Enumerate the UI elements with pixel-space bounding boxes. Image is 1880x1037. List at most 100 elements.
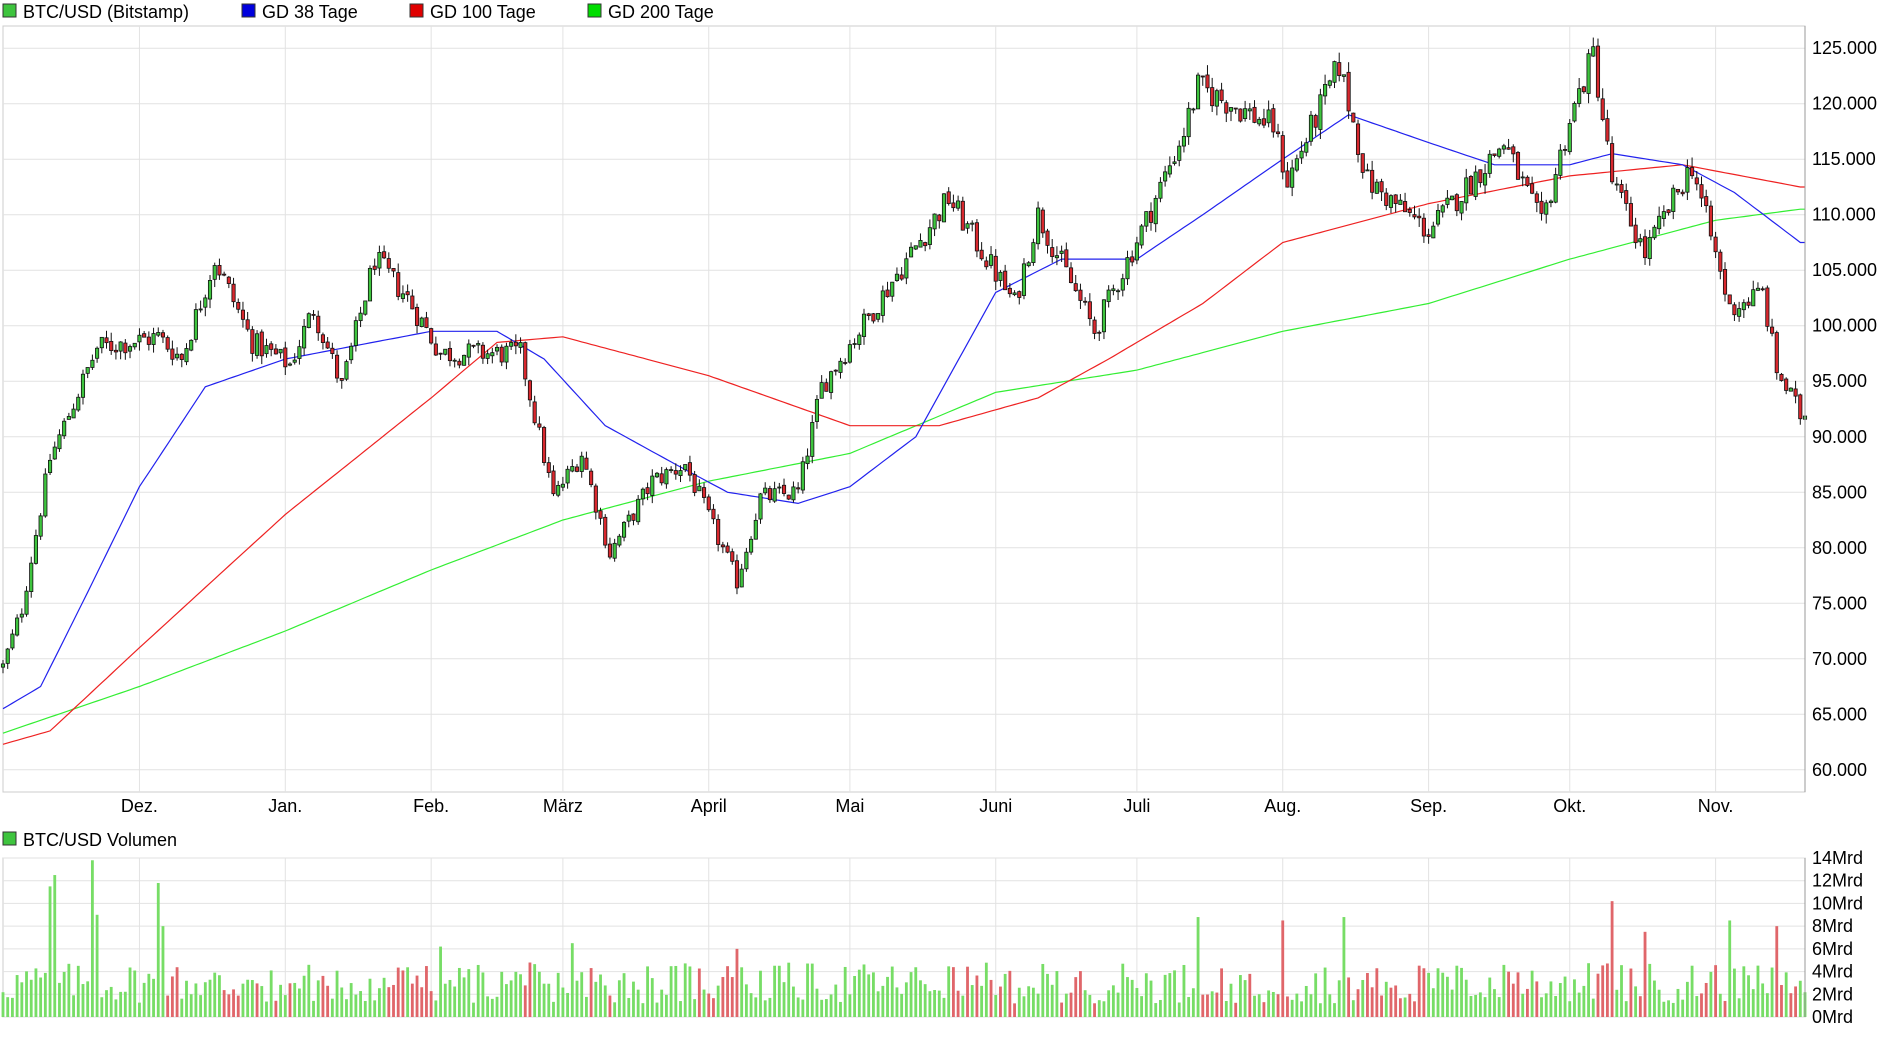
candle-body-up <box>998 271 1003 281</box>
volume-bar <box>1488 977 1492 1017</box>
y-tick-label: 90.000 <box>1812 427 1867 447</box>
candle <box>927 219 932 250</box>
candle <box>113 344 118 360</box>
candle-body-up <box>1464 177 1469 204</box>
candle <box>636 495 641 525</box>
candle-body-down <box>1045 230 1050 246</box>
volume-bar <box>1648 963 1652 1017</box>
volume-bar <box>1253 995 1256 1017</box>
candle-body-down <box>1680 191 1685 195</box>
candle-body-up <box>1243 108 1248 120</box>
candle-body-up <box>198 308 203 311</box>
candle-body-up <box>377 251 382 269</box>
volume-bar <box>1629 968 1633 1017</box>
volume-bar <box>1140 996 1144 1017</box>
candle <box>885 281 890 298</box>
candle <box>1017 290 1022 305</box>
candle-body-down <box>1412 214 1417 218</box>
candle-body-up <box>1120 278 1125 291</box>
candle <box>1186 102 1191 145</box>
volume-bar <box>1596 973 1600 1017</box>
candle-body-up <box>1459 201 1464 214</box>
candle <box>551 465 556 497</box>
candle-body-down <box>1355 123 1361 155</box>
candle <box>90 354 95 370</box>
candle-body-up <box>504 345 509 363</box>
volume-bar <box>1022 996 1026 1017</box>
volume-grid <box>2 857 1806 1018</box>
candle-body-down <box>391 268 396 272</box>
volume-bar <box>1093 1003 1096 1017</box>
candle-body-down <box>1384 192 1389 206</box>
volume-bar <box>1351 1000 1355 1017</box>
volume-bar <box>829 994 833 1017</box>
candle <box>480 342 485 364</box>
candle-body-up <box>1497 148 1502 157</box>
candle-body-down <box>593 485 598 513</box>
candle-body-up <box>189 339 194 351</box>
candle-body-up <box>654 472 660 478</box>
volume-bar <box>613 1002 617 1017</box>
candle <box>292 353 297 365</box>
volume-bar <box>1069 992 1073 1017</box>
candle-body-down <box>1064 249 1069 268</box>
y-tick-label: 100.000 <box>1812 316 1877 336</box>
volume-bar <box>232 989 235 1017</box>
candle-body-down <box>1515 152 1521 180</box>
volume-bar <box>495 996 499 1017</box>
candle-body-down <box>1563 149 1568 151</box>
volume-bar <box>1064 993 1068 1017</box>
candle <box>1454 193 1459 217</box>
candle-body-down <box>1083 300 1088 303</box>
candle <box>438 352 443 360</box>
candle-body-down <box>1633 224 1638 244</box>
candle-body-up <box>909 246 914 258</box>
candle-body-up <box>810 422 815 457</box>
volume-bar <box>792 986 795 1017</box>
candle <box>1704 189 1709 213</box>
volume-bar <box>533 964 537 1017</box>
candle <box>165 335 170 353</box>
candle <box>574 463 580 473</box>
candle <box>894 267 899 282</box>
candle <box>1228 107 1234 122</box>
candle-body-down <box>1313 115 1318 128</box>
candle-body-down <box>1478 169 1483 184</box>
volume-bar <box>316 980 320 1017</box>
candle-body-down <box>1642 236 1648 259</box>
candle-body-up <box>1445 197 1450 205</box>
volume-bar <box>1794 986 1798 1017</box>
candle <box>1760 286 1765 292</box>
candle <box>988 246 994 269</box>
candle-body-down <box>584 457 589 470</box>
candle-body-up <box>1308 114 1314 142</box>
candle <box>546 456 551 478</box>
volume-legend: BTC/USD Volumen <box>2 830 177 850</box>
candle <box>118 341 123 360</box>
candle-body-down <box>311 313 316 316</box>
volume-bar <box>1 992 5 1017</box>
candle-body-up <box>744 551 749 570</box>
candle <box>212 262 217 288</box>
volume-bar <box>1653 980 1656 1017</box>
volume-bar <box>824 999 828 1017</box>
candle-body-down <box>1003 270 1008 291</box>
candle-body-up <box>1788 387 1793 392</box>
candle <box>287 362 293 367</box>
y-tick-label: 110.000 <box>1812 205 1876 225</box>
candle <box>1200 75 1205 86</box>
volume-bar <box>476 964 480 1017</box>
volume-bar <box>1577 992 1581 1017</box>
candle <box>523 341 528 387</box>
volume-bar <box>1135 987 1139 1017</box>
volume-bar <box>1398 998 1402 1017</box>
volume-bar <box>1516 972 1520 1017</box>
volume-bar <box>744 984 748 1017</box>
candle-body-down <box>687 462 692 476</box>
candle <box>372 258 377 275</box>
candle-body-down <box>339 377 344 381</box>
volume-bar <box>1121 963 1125 1017</box>
volume-bar <box>1337 980 1341 1017</box>
volume-bar <box>486 996 490 1017</box>
candle <box>1586 49 1591 104</box>
